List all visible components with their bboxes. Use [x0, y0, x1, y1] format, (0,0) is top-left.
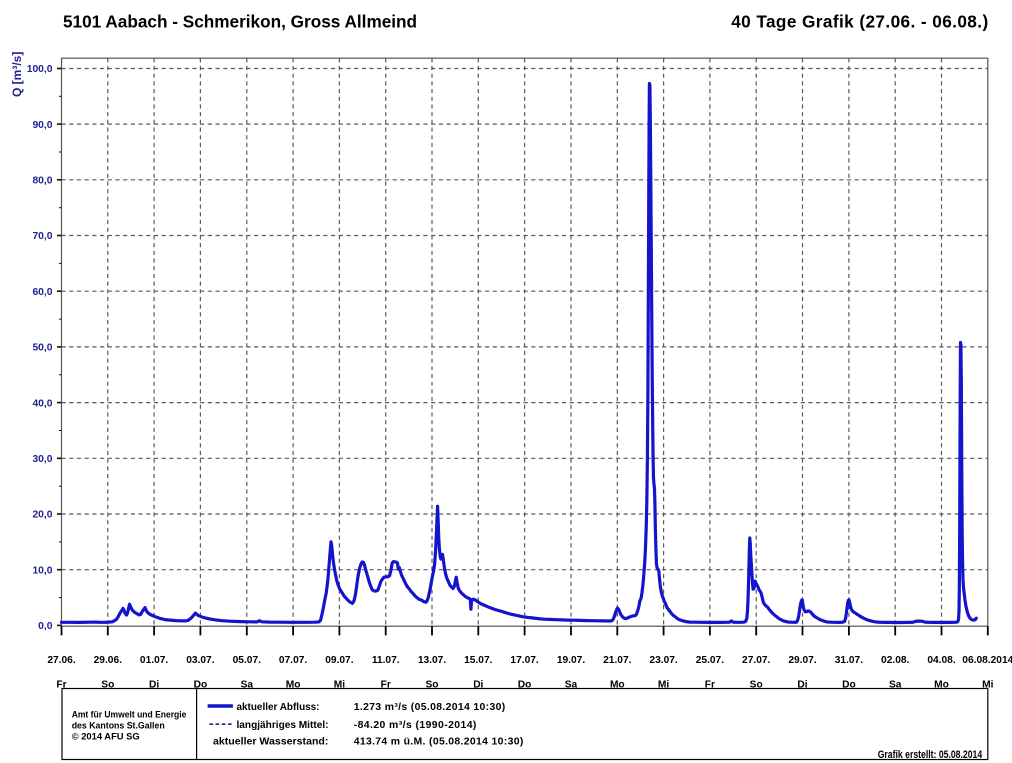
svg-text:13.07.: 13.07.: [418, 655, 446, 666]
svg-text:60,0: 60,0: [32, 287, 52, 298]
svg-text:40,0: 40,0: [32, 398, 52, 409]
svg-text:aktueller Wasserstand:: aktueller Wasserstand:: [213, 736, 328, 747]
svg-text:1.273 m³/s (05.08.2014 10:30): 1.273 m³/s (05.08.2014 10:30): [354, 702, 506, 713]
svg-text:05.07.: 05.07.: [233, 655, 261, 666]
svg-text:Fr: Fr: [705, 679, 715, 690]
svg-text:Amt für Umwelt und Energie: Amt für Umwelt und Energie: [72, 709, 187, 720]
svg-text:Sa: Sa: [241, 679, 254, 690]
svg-text:80,0: 80,0: [32, 176, 52, 187]
svg-text:Mi: Mi: [658, 679, 669, 690]
svg-text:70,0: 70,0: [32, 231, 52, 242]
svg-text:30,0: 30,0: [32, 454, 52, 465]
svg-text:Fr: Fr: [56, 679, 66, 690]
svg-text:So: So: [101, 679, 114, 690]
svg-text:Do: Do: [518, 679, 532, 690]
svg-text:09.07.: 09.07.: [325, 655, 353, 666]
svg-text:04.08.: 04.08.: [927, 655, 955, 666]
svg-text:15.07.: 15.07.: [464, 655, 492, 666]
svg-text:Sa: Sa: [889, 679, 902, 690]
svg-text:11.07.: 11.07.: [372, 655, 400, 666]
svg-text:07.07.: 07.07.: [279, 655, 307, 666]
svg-text:02.08.: 02.08.: [881, 655, 909, 666]
svg-text:17.07.: 17.07.: [510, 655, 538, 666]
svg-text:27.06.: 27.06.: [47, 655, 75, 666]
svg-text:27.07.: 27.07.: [742, 655, 770, 666]
svg-text:100,0: 100,0: [27, 64, 53, 75]
svg-text:40 Tage Grafik (27.06. - 06.08: 40 Tage Grafik (27.06. - 06.08.): [731, 12, 988, 32]
svg-text:03.07.: 03.07.: [186, 655, 214, 666]
svg-text:So: So: [425, 679, 438, 690]
svg-text:31.07.: 31.07.: [835, 655, 863, 666]
svg-text:Sa: Sa: [565, 679, 578, 690]
svg-text:Q [m³/s]: Q [m³/s]: [10, 52, 24, 97]
svg-text:Di: Di: [473, 679, 483, 690]
svg-text:90,0: 90,0: [32, 120, 52, 131]
svg-text:Di: Di: [149, 679, 159, 690]
svg-text:-84.20 m³/s (1990-2014): -84.20 m³/s (1990-2014): [354, 720, 477, 731]
svg-text:des Kantons St.Gallen: des Kantons St.Gallen: [72, 720, 165, 731]
svg-text:20,0: 20,0: [32, 510, 52, 521]
svg-text:19.07.: 19.07.: [557, 655, 585, 666]
svg-text:Fr: Fr: [381, 679, 391, 690]
svg-text:23.07.: 23.07.: [649, 655, 677, 666]
svg-text:Mo: Mo: [934, 679, 949, 690]
svg-text:Mo: Mo: [610, 679, 625, 690]
svg-text:Do: Do: [194, 679, 208, 690]
svg-text:© 2014 AFU SG: © 2014 AFU SG: [72, 730, 140, 741]
svg-text:0,0: 0,0: [38, 621, 53, 632]
svg-text:Do: Do: [842, 679, 856, 690]
svg-text:01.07.: 01.07.: [140, 655, 168, 666]
svg-text:Mi: Mi: [982, 679, 993, 690]
svg-text:Di: Di: [797, 679, 807, 690]
svg-text:Grafik erstellt: 05.08.2014: Grafik erstellt: 05.08.2014: [878, 749, 983, 761]
svg-text:So: So: [750, 679, 763, 690]
svg-text:10,0: 10,0: [32, 565, 52, 576]
svg-text:5101 Aabach - Schmerikon, Gros: 5101 Aabach - Schmerikon, Gross Allmeind: [63, 12, 417, 32]
svg-text:21.07.: 21.07.: [603, 655, 631, 666]
svg-text:29.06.: 29.06.: [94, 655, 122, 666]
svg-text:aktueller Abfluss:: aktueller Abfluss:: [237, 702, 320, 713]
svg-text:29.07.: 29.07.: [788, 655, 816, 666]
svg-text:langjähriges Mittel:: langjähriges Mittel:: [237, 720, 329, 731]
svg-text:50,0: 50,0: [32, 343, 52, 354]
svg-text:Mo: Mo: [286, 679, 301, 690]
svg-text:06.08.2014: 06.08.2014: [962, 655, 1012, 666]
svg-text:413.74 m ü.M. (05.08.2014 10:3: 413.74 m ü.M. (05.08.2014 10:30): [354, 736, 524, 747]
svg-text:25.07.: 25.07.: [696, 655, 724, 666]
svg-text:Mi: Mi: [334, 679, 345, 690]
